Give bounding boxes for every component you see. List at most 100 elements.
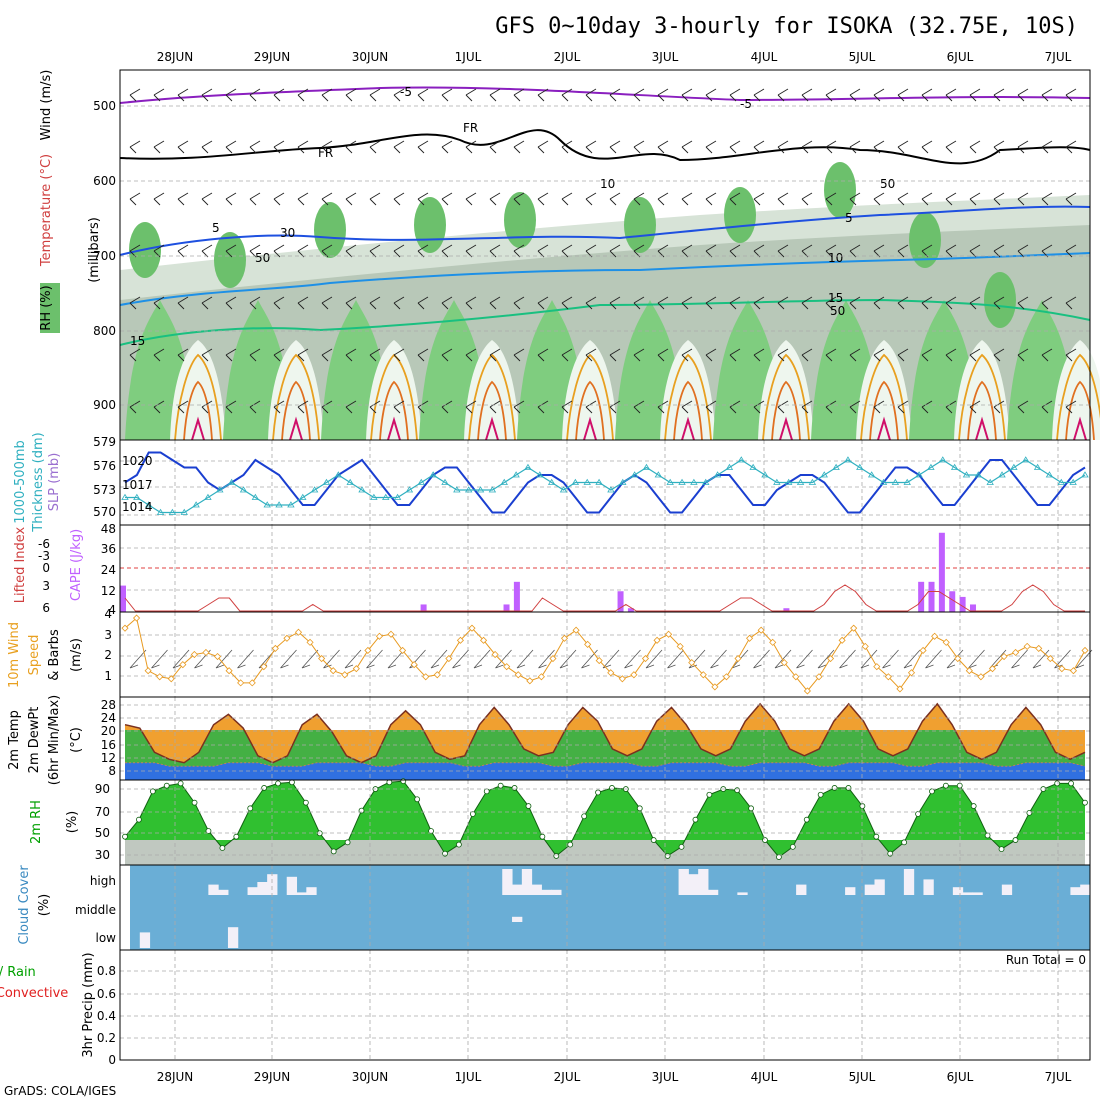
wind-barb <box>681 140 693 154</box>
rh-point <box>191 799 198 806</box>
pressure-tick-label: 500 <box>93 99 116 113</box>
wind-speed-point <box>826 654 835 663</box>
wind-barb <box>441 88 453 102</box>
wind-speed-point <box>329 667 337 675</box>
wind-barb <box>537 400 549 414</box>
wind-barb <box>969 192 981 206</box>
wind-barb <box>945 140 957 154</box>
wind-barb-10m <box>1075 649 1093 669</box>
wind-speed-point <box>769 638 777 646</box>
rh-point <box>469 811 476 817</box>
temp-contour-25 <box>379 380 409 441</box>
wind-barb <box>993 348 1005 362</box>
wind-barb <box>273 400 285 414</box>
thickness-tick-label: 579 <box>93 435 116 449</box>
rh-dry-plume <box>562 340 618 440</box>
wind-barb <box>345 88 357 102</box>
wind-barb <box>657 296 669 310</box>
wind-speed-point <box>618 675 626 683</box>
temp-contour-25 <box>967 380 997 441</box>
wind-speed-point <box>746 634 754 642</box>
pressure-tick-label: 700 <box>93 249 116 263</box>
wind-speed-point <box>491 650 499 659</box>
wind-barb <box>729 296 741 310</box>
temp-units-label: (°C) <box>69 727 84 753</box>
rh-point <box>887 850 894 857</box>
wind-barb <box>489 296 501 310</box>
wind-barb <box>513 88 525 102</box>
wind-barb <box>489 348 501 362</box>
temp-contour-30 <box>485 416 499 441</box>
wind-barb <box>585 348 597 362</box>
rh-dry-plume <box>366 340 422 440</box>
wind-barb <box>849 400 861 414</box>
rh-point <box>1026 809 1033 816</box>
thickness-point <box>322 478 331 485</box>
wind-barb <box>1065 88 1077 102</box>
cloud-bar-high <box>541 889 552 895</box>
wind-barb <box>225 244 237 258</box>
wind-barb <box>153 296 165 310</box>
rh-point <box>122 833 128 840</box>
wind-barb <box>369 400 381 414</box>
wind-barb-10m <box>645 649 663 669</box>
lifted-index-tick-label: -3 <box>38 549 50 563</box>
wind-barb <box>897 348 909 362</box>
wind-barb <box>345 192 357 206</box>
rh-cell <box>984 272 1016 328</box>
precip-convective-label: Convective <box>0 986 68 1001</box>
wind-barb-10m <box>968 649 985 669</box>
rh-point <box>330 848 337 855</box>
wind-speed-point <box>803 687 811 695</box>
wind-speed-point <box>456 636 464 644</box>
cloud-tick-label: low <box>96 931 117 945</box>
temp-contour-30 <box>583 416 597 441</box>
rh-tick-label: 90 <box>95 782 110 796</box>
wind-barb <box>729 244 741 258</box>
wind-barb <box>969 140 981 154</box>
wind-barb <box>921 192 933 206</box>
temp-contour-25 <box>183 380 213 441</box>
wind-barb <box>249 192 261 206</box>
wind-barb <box>441 348 453 362</box>
rh-point <box>442 850 448 857</box>
cape-tick-label: 48 <box>101 522 116 536</box>
wind-barb <box>633 348 645 362</box>
date-label-top: 4JUL <box>751 50 778 64</box>
rh-point <box>567 841 574 848</box>
date-label-bottom: 2JUL <box>554 1070 581 1084</box>
wind-barb <box>321 400 333 414</box>
rh-point <box>970 803 977 809</box>
wind-barb <box>777 192 789 206</box>
wind-speed-point <box>133 614 141 622</box>
wind-barb <box>417 140 429 154</box>
wind-barb <box>153 88 165 102</box>
rh-cell <box>624 197 656 253</box>
wind-barb <box>681 348 693 362</box>
cape-bar <box>120 585 126 612</box>
cape-tick-label: 36 <box>101 542 116 556</box>
wind-barb-10m <box>796 649 813 669</box>
lifted-index-tick-label: 0 <box>42 561 50 575</box>
rh-dry-plume <box>170 340 226 440</box>
thickness-point <box>879 478 888 485</box>
thickness-point <box>358 486 366 493</box>
wind-barb <box>825 140 837 154</box>
wind-barb <box>777 400 789 414</box>
cloud-bar-high <box>698 869 709 895</box>
wind-barb <box>729 192 741 206</box>
cloud-bar-high <box>1001 884 1013 895</box>
wind-barb <box>873 348 885 362</box>
wind-barb-10m <box>667 649 684 669</box>
rh-label-50: 50 <box>255 251 270 265</box>
rh-point <box>136 816 142 823</box>
wind-speed-point <box>1046 654 1054 663</box>
temp-tick-label: 24 <box>101 711 116 725</box>
wind-speed-point <box>156 673 164 681</box>
temp-contour-20 <box>566 353 614 441</box>
wind-speed-point <box>665 630 673 638</box>
rh2m-units-label: (%) <box>65 811 80 834</box>
thickness-point <box>974 471 983 478</box>
wind-barb <box>825 192 837 206</box>
